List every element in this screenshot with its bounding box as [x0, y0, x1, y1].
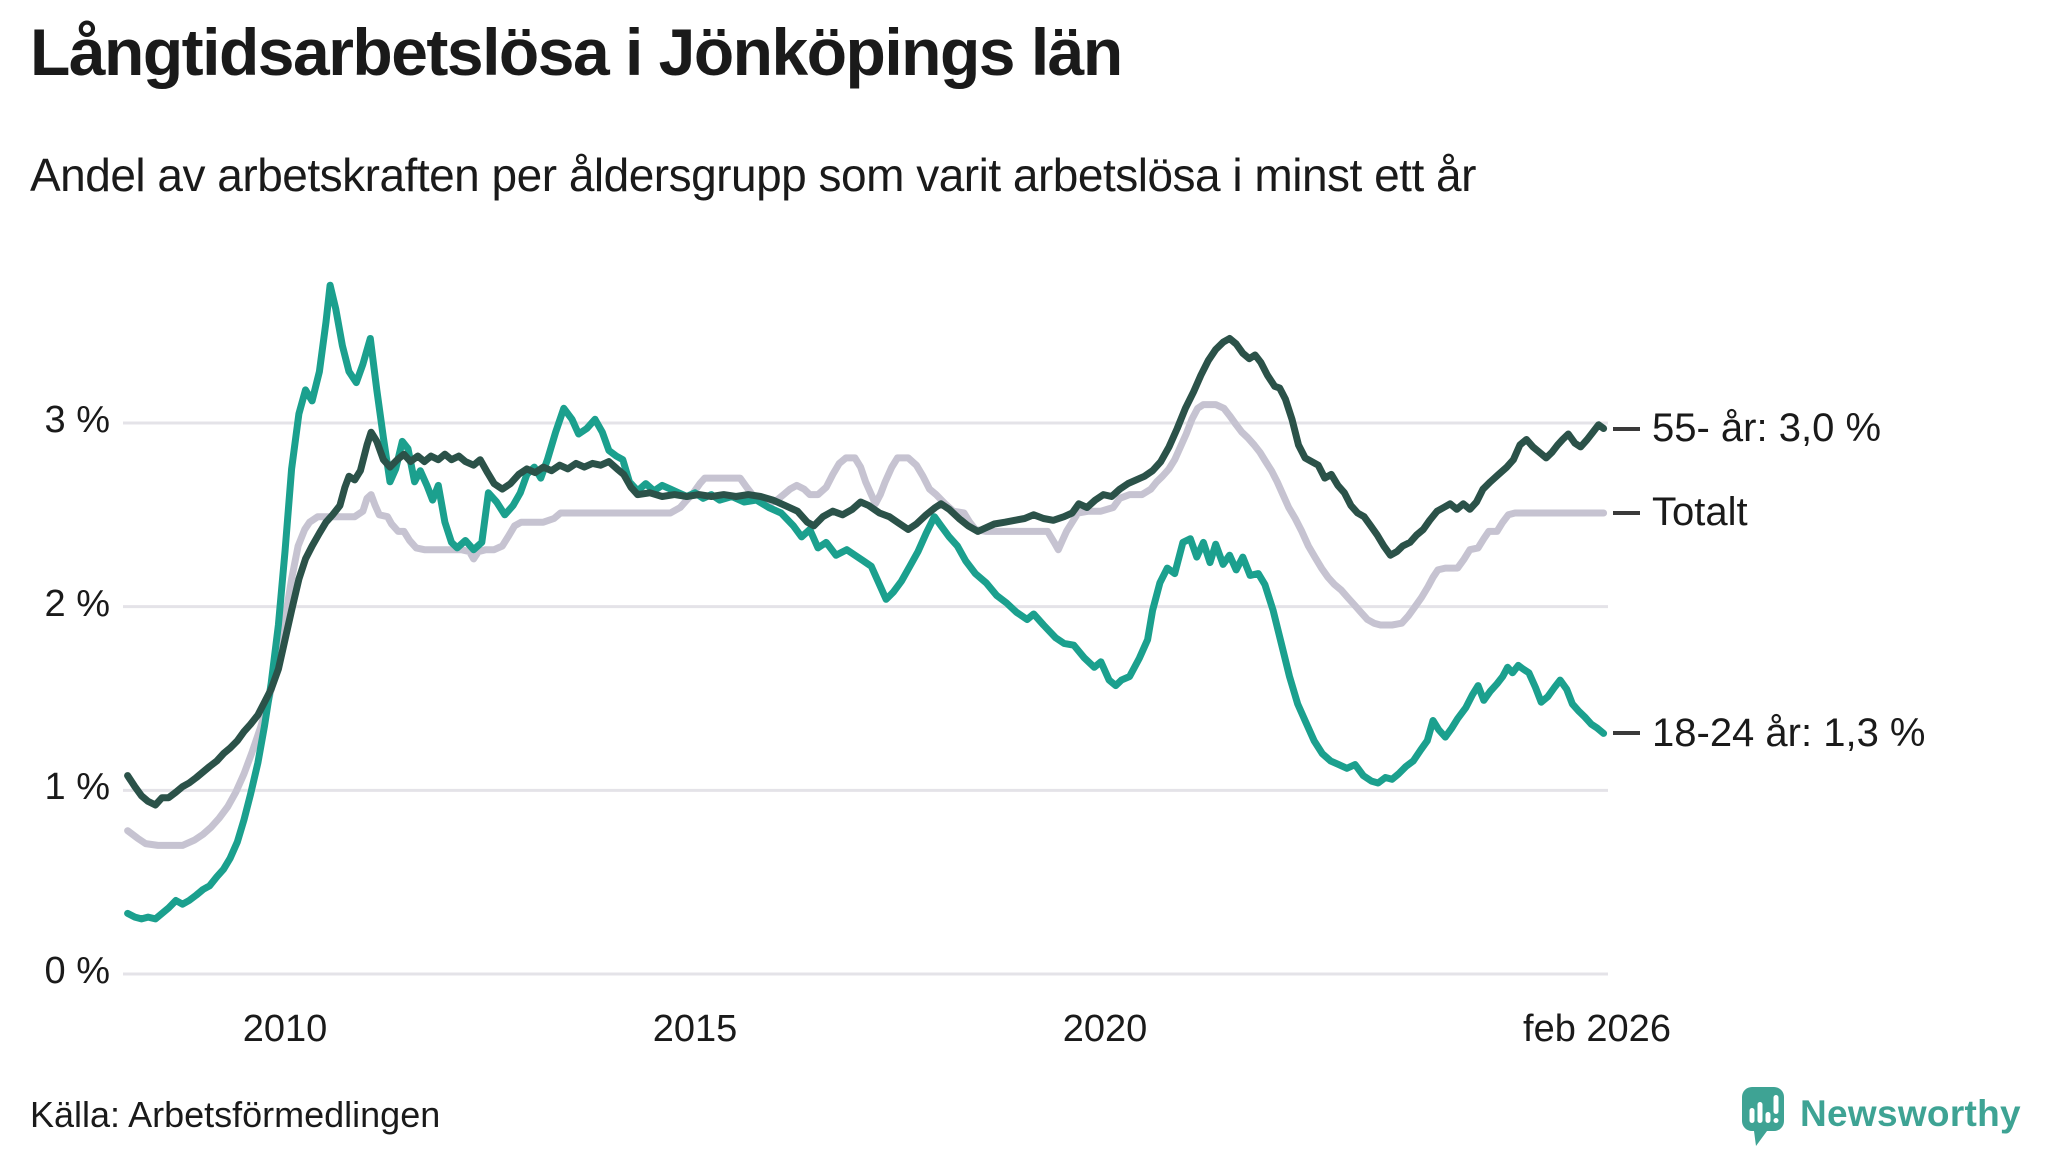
newsworthy-logo-icon [1742, 1087, 1784, 1146]
x-axis-tick-label: feb 2026 [1523, 1008, 1671, 1050]
y-axis-tick-label: 0 % [44, 950, 110, 992]
series-end-label-55-r: 55- år: 3,0 % [1613, 405, 1881, 453]
newsworthy-logo: Newsworthy [1742, 1086, 2021, 1148]
x-axis-tick-label: 2010 [242, 1008, 328, 1050]
series-line-55-r [124, 335, 1608, 809]
x-axis-tick-label: 2020 [1062, 1008, 1148, 1050]
newsworthy-logo-text: Newsworthy [1800, 1093, 2021, 1134]
y-axis-tick-label: 1 % [44, 766, 110, 809]
series-end-label-18-24-r: 18-24 år: 1,3 % [1613, 709, 1926, 757]
chart-title: Långtidsarbetslösa i Jönköpings län [30, 15, 1123, 89]
chart-subtitle: Andel av arbetskraften per åldersgrupp s… [30, 149, 1476, 201]
series-end-label-text: Totalt [1652, 490, 1748, 535]
series-line-totalt [124, 401, 1608, 849]
y-axis-tick-label: 3 % [44, 398, 110, 441]
source-attribution: Källa: Arbetsförmedlingen [30, 1094, 441, 1135]
series-end-label-totalt: Totalt [1613, 489, 1748, 537]
series-end-label-text: 18-24 år: 1,3 % [1652, 710, 1926, 755]
label-dash-icon [1613, 731, 1640, 736]
y-axis-tick-label: 2 % [44, 582, 110, 625]
x-axis-tick-label: 2015 [652, 1008, 738, 1050]
series-line-18-24-r [124, 281, 1608, 923]
label-dash-icon [1613, 510, 1640, 515]
label-dash-icon [1613, 426, 1640, 431]
series-end-label-text: 55- år: 3,0 % [1652, 406, 1882, 450]
